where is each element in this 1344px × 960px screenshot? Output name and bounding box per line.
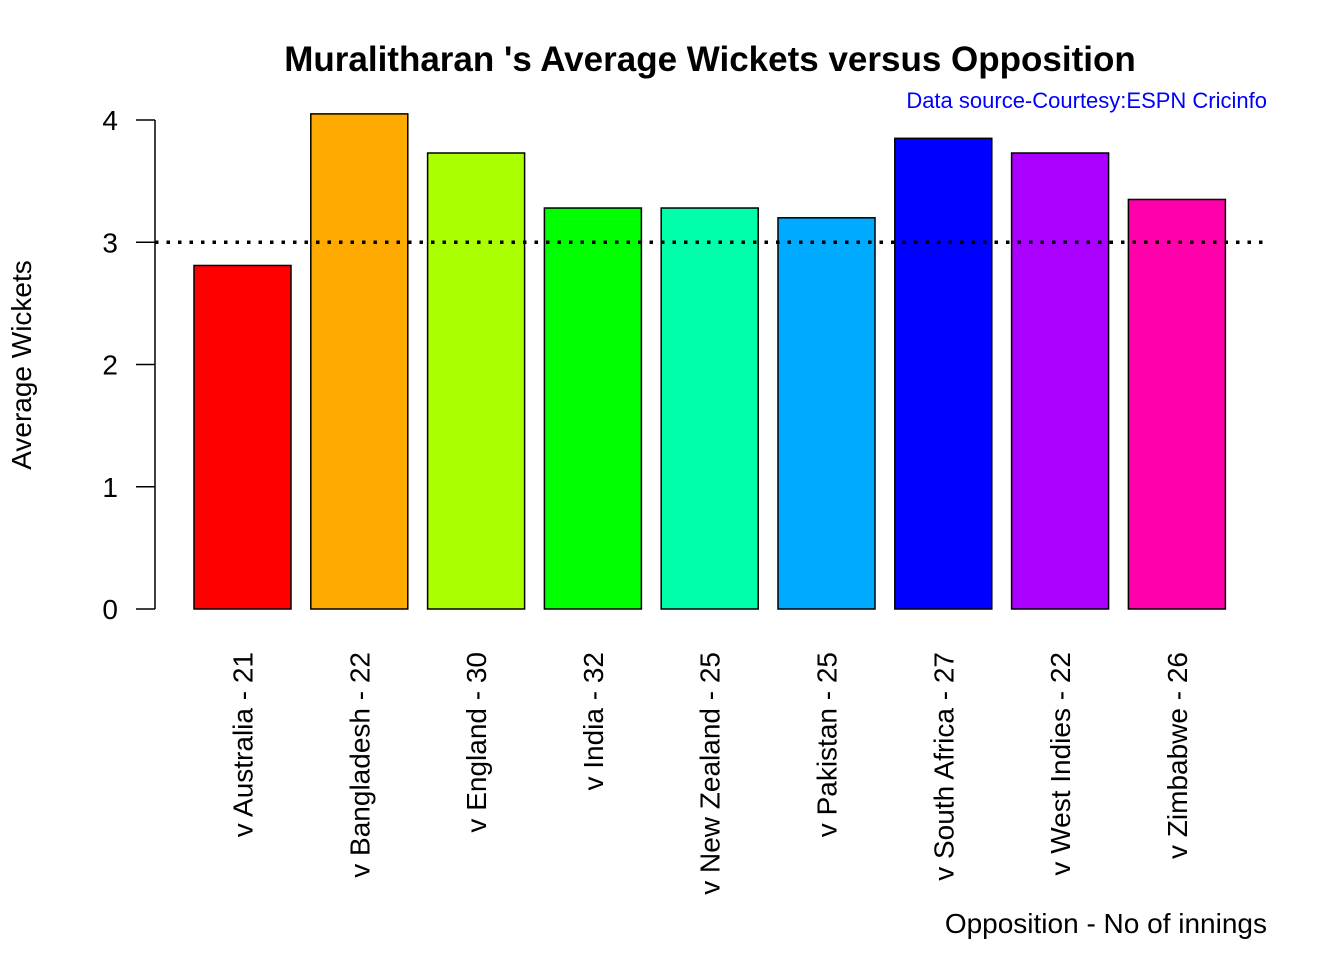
bar	[1127, 198, 1227, 610]
y-axis: 0 1 2 3 4	[102, 105, 156, 625]
y-tick-label: 4	[102, 105, 118, 136]
x-tick-labels: v Australia - 21 v Bangladesh - 22 v Engla…	[228, 652, 1193, 895]
x-tick-label: v Zimbabwe - 26	[1162, 652, 1193, 859]
x-tick-label: v Australia - 21	[228, 652, 259, 837]
bar	[310, 113, 409, 610]
x-tick-label: v Pakistan - 25	[812, 652, 843, 837]
x-tick-label: v New Zealand - 25	[695, 652, 726, 895]
bar	[426, 152, 526, 610]
y-tick-label: 2	[102, 350, 118, 381]
y-tick-label: 1	[102, 472, 118, 503]
chart-subtitle: Data source-Courtesy:ESPN Cricinfo	[906, 88, 1267, 113]
bar	[894, 137, 993, 610]
bar	[660, 207, 759, 610]
bar	[1010, 152, 1110, 610]
x-tick-label: v India - 32	[578, 652, 609, 791]
x-tick-label: v England - 30	[461, 652, 492, 833]
bar	[777, 217, 876, 610]
y-tick-label: 3	[102, 227, 118, 258]
x-axis-label: Opposition - No of innings	[945, 908, 1267, 939]
x-tick-label: v South Africa - 27	[928, 652, 959, 881]
bar	[193, 264, 292, 610]
x-tick-label: v Bangladesh - 22	[344, 652, 375, 878]
y-tick-label: 0	[102, 594, 118, 625]
chart-title: Muralitharan 's Average Wickets versus O…	[284, 40, 1136, 79]
bar	[543, 207, 643, 610]
y-axis-label: Average Wickets	[6, 260, 37, 470]
x-tick-label: v West Indies - 22	[1045, 652, 1076, 876]
bars	[193, 113, 1227, 610]
